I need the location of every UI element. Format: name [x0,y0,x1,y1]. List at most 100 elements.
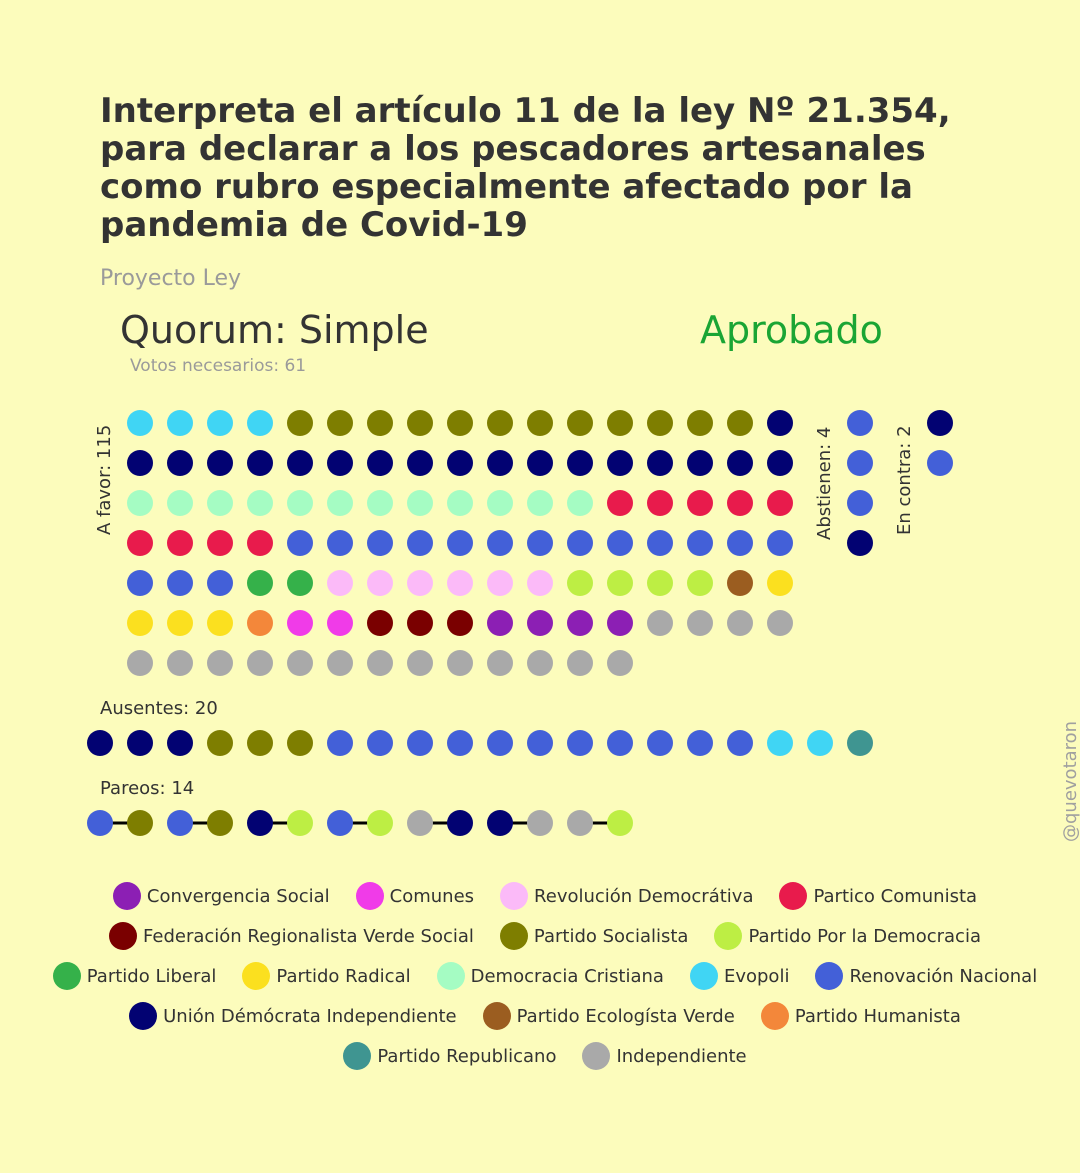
a-favor-dot [607,410,633,436]
legend-item: Revolución Democrátiva [500,882,753,910]
a-favor-dot [327,410,353,436]
a-favor-dot [287,530,313,556]
legend-label: Evopoli [723,965,790,987]
a-favor-dot [207,650,233,676]
a-favor-dot [367,530,393,556]
a-favor-dot [407,610,433,636]
a-favor-dot [447,410,473,436]
a-favor-dot [687,610,713,636]
ausente-dot [687,730,713,756]
legend-label: Partico Comunista [813,885,978,907]
a-favor-dot [407,490,433,516]
ausente-dot [247,730,273,756]
a-favor-dot [207,610,233,636]
a-favor-dot [607,650,633,676]
a-favor-dot [167,530,193,556]
a-favor-dot [287,650,313,676]
legend-item: Convergencia Social [112,882,330,910]
legend-swatch [779,882,808,910]
a-favor-dot [527,650,553,676]
a-favor-dot [527,570,553,596]
a-favor-dot [527,490,553,516]
legend-label: Unión Démócrata Independiente [163,1005,457,1027]
a-favor-dot [247,450,273,476]
a-favor-dot [527,410,553,436]
pareo-dot [287,810,313,836]
a-favor-dot [727,490,753,516]
legend-swatch [112,882,141,910]
legend-item: Partido Liberal [52,962,216,990]
a-favor-dot [487,650,513,676]
a-favor-dot [767,410,793,436]
legend-item: Partido Humanista [760,1002,961,1030]
legend-row: Partido Republicano Independiente [40,1042,1050,1070]
ausente-dot [367,730,393,756]
vote-dot-chart [87,410,953,836]
ausente-dot [647,730,673,756]
a-favor-dot [407,410,433,436]
pareo-dot [607,810,633,836]
a-favor-dot [247,490,273,516]
a-favor-dot [607,570,633,596]
ausente-dot [607,730,633,756]
ausente-dot [287,730,313,756]
a-favor-dot [287,490,313,516]
legend-row: Unión Démócrata Independiente Partido Eco… [40,1002,1050,1030]
pareo-dot [527,810,553,836]
a-favor-dot [447,650,473,676]
a-favor-dot [527,530,553,556]
a-favor-dot [407,650,433,676]
a-favor-dot [447,570,473,596]
legend-swatch [582,1042,611,1070]
pareos-label: Pareos: 14 [100,778,195,799]
pareo-dot [327,810,353,836]
a-favor-dot [247,530,273,556]
chart-title: Interpreta el artículo 11 de la ley Nº 2… [100,91,951,245]
a-favor-dot [647,410,673,436]
legend-item: Partido Republicano [343,1042,556,1070]
legend: Convergencia Social Comunes Revolución Dem… [40,882,1050,1070]
watermark: @quevotaron [1060,720,1080,842]
legend-item: Comunes [355,882,474,910]
a-favor-dot [607,530,633,556]
a-favor-dot [207,410,233,436]
a-favor-dot [167,570,193,596]
a-favor-dot [167,410,193,436]
legend-swatch [355,882,384,910]
a-favor-dot [127,490,153,516]
chart-subtitle: Proyecto Ley [100,266,242,291]
ausente-dot [207,730,233,756]
a-favor-dot [367,490,393,516]
a-favor-dot [327,490,353,516]
ausente-dot [127,730,153,756]
a-favor-dot [567,530,593,556]
a-favor-dot [567,650,593,676]
legend-swatch [242,962,271,990]
a-favor-dot [567,570,593,596]
quorum-label: Quorum: Simple [120,308,429,352]
a-favor-dot [327,530,353,556]
legend-label: Independiente [616,1045,747,1067]
legend-label: Federación Regionalista Verde Social [143,925,474,947]
a-favor-dot [647,570,673,596]
abstienen-dot [847,490,873,516]
pareo-dot [367,810,393,836]
legend-item: Democracia Cristiana [436,962,664,990]
a-favor-dot [687,570,713,596]
a-favor-dot [487,610,513,636]
ausente-dot [767,730,793,756]
ausente-dot [487,730,513,756]
a-favor-dot [247,650,273,676]
a-favor-dot [487,530,513,556]
a-favor-dot [727,530,753,556]
a-favor-dot [287,410,313,436]
ausente-dot [567,730,593,756]
a-favor-dot [727,570,753,596]
a-favor-dot [727,610,753,636]
legend-label: Partido Radical [276,965,411,987]
a-favor-dot [487,450,513,476]
legend-item: Renovación Nacional [815,962,1037,990]
a-favor-dot [127,650,153,676]
a-favor-dot [647,490,673,516]
a-favor-dot [447,530,473,556]
